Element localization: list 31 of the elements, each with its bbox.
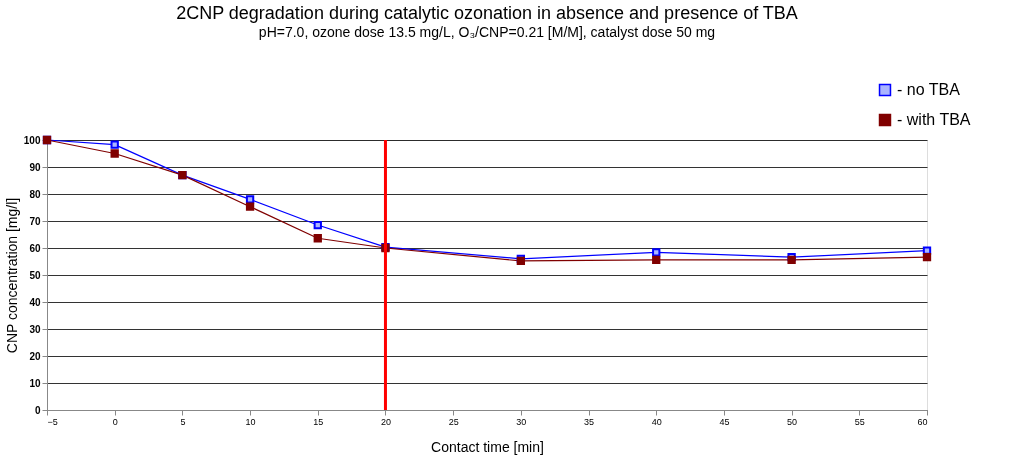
x-tick-label: 35 (584, 416, 595, 427)
y-tick-label: 70 (29, 215, 41, 227)
legend-label: - no TBA (897, 81, 961, 98)
x-tick-label: 10 (245, 416, 256, 427)
y-tick-label: 60 (29, 242, 41, 254)
x-tick-label: 50 (787, 416, 798, 427)
y-tick-label: 90 (29, 161, 41, 173)
legend-label: - with TBA (897, 111, 971, 128)
x-tick-label: 0 (112, 416, 118, 427)
chart-title: 2CNP degradation during catalytic ozonation in absence and presence of TBA (176, 3, 798, 23)
y-tick-label: 20 (29, 350, 41, 362)
x-tick-label: 5 (180, 416, 186, 427)
y-tick-label: 30 (29, 323, 41, 335)
y-tick-label: 100 (23, 134, 41, 146)
x-tick-label: 30 (516, 416, 527, 427)
y-tick-label: 10 (29, 377, 41, 389)
x-tick-label: 55 (854, 416, 865, 427)
y-tick-label: 80 (29, 188, 41, 200)
y-axis-title: CNP concentration [mg/l] (3, 197, 20, 354)
x-tick-label: 40 (651, 416, 662, 427)
x-tick-label: 60 (917, 416, 928, 427)
chart-subtitle: pH=7.0, ozone dose 13.5 mg/L, O₃/CNP=0.21 [M/M], catalyst dose 50 mg (258, 24, 716, 40)
y-tick-label: 0 (34, 404, 41, 416)
x-tick-label: 15 (313, 416, 324, 427)
x-tick-label: 25 (448, 416, 459, 427)
x-tick-label: −5 (47, 416, 58, 427)
y-tick-label: 40 (29, 296, 41, 308)
x-axis-title: Contact time [min] (431, 438, 544, 455)
y-tick-label: 50 (29, 269, 41, 281)
x-tick-label: 45 (719, 416, 730, 427)
x-tick-label: 20 (380, 416, 391, 427)
